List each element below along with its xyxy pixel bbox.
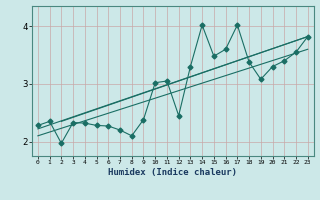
X-axis label: Humidex (Indice chaleur): Humidex (Indice chaleur) [108,168,237,177]
